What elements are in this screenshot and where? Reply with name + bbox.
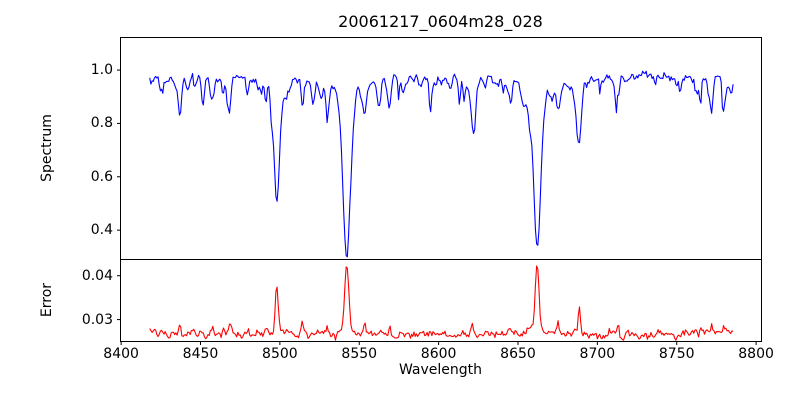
x-tick-label: 8400 xyxy=(103,346,139,362)
y-tick-label: 1.0 xyxy=(90,62,113,79)
y-tick-label: 0.6 xyxy=(90,168,113,185)
y-tick-label: 0.03 xyxy=(81,311,113,328)
chart-title: 20061217_0604m28_028 xyxy=(338,12,543,31)
error-line xyxy=(149,265,734,341)
x-tick-label: 8750 xyxy=(658,346,695,362)
x-tick-label: 8500 xyxy=(262,346,298,362)
x-tick-label: 8700 xyxy=(579,346,616,362)
spectrum-line xyxy=(149,70,734,258)
x-tick-label: 8650 xyxy=(500,346,536,362)
x-tick-label: 8600 xyxy=(420,346,457,362)
y-tick-label: 0.8 xyxy=(90,115,113,132)
x-axis-label: Wavelength xyxy=(398,362,483,378)
x-tick-label: 8800 xyxy=(738,346,774,362)
x-tick-label: 8450 xyxy=(182,346,219,362)
spectrum-panel-border xyxy=(120,37,762,260)
y-tick-label: 0.04 xyxy=(81,267,113,284)
x-tick-label: 8550 xyxy=(341,346,378,362)
y-tick-label: 0.4 xyxy=(90,222,113,239)
error-panel-border xyxy=(120,259,762,342)
